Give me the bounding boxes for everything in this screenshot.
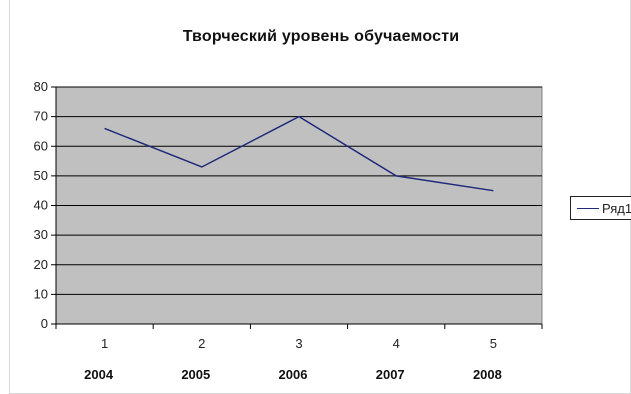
x-year-label-2004: 2004 — [84, 367, 114, 382]
line-chart: 0 10 20 30 40 50 60 70 80 1 2 3 4 5 2004 2005 2006 2007 20… — [34, 79, 543, 382]
x-tick-label-1: 1 — [101, 336, 108, 351]
y-tick-label-80: 80 — [34, 79, 48, 94]
x-tick-label-4: 4 — [393, 336, 400, 351]
y-tick-label-40: 40 — [34, 198, 48, 213]
chart-area: Творческий уровень обучаемости 0 10 20 30 40… — [9, 0, 631, 394]
legend-swatch-series-1 — [577, 207, 599, 209]
y-tick-label-10: 10 — [34, 286, 48, 301]
y-tick-label-50: 50 — [34, 168, 48, 183]
y-tick-label-20: 20 — [34, 257, 48, 272]
y-tick-label-30: 30 — [34, 227, 48, 242]
legend-label-series-1: Ряд1 — [602, 200, 631, 216]
chart-title: Творческий уровень обучаемости — [182, 28, 460, 45]
legend: Ряд1 — [570, 196, 631, 220]
y-tick-label-60: 60 — [34, 138, 48, 153]
x-tick-label-3: 3 — [295, 336, 302, 351]
y-tick-label-70: 70 — [34, 109, 48, 124]
y-tick-label-0: 0 — [41, 316, 48, 331]
x-year-label-2006: 2006 — [279, 367, 308, 382]
x-year-label-2007: 2007 — [376, 367, 405, 382]
x-year-label-2005: 2005 — [181, 367, 210, 382]
x-tick-label-2: 2 — [198, 336, 205, 351]
x-tick-label-5: 5 — [490, 336, 497, 351]
series-line-1 — [104, 115, 494, 192]
x-year-label-2008: 2008 — [473, 367, 502, 382]
